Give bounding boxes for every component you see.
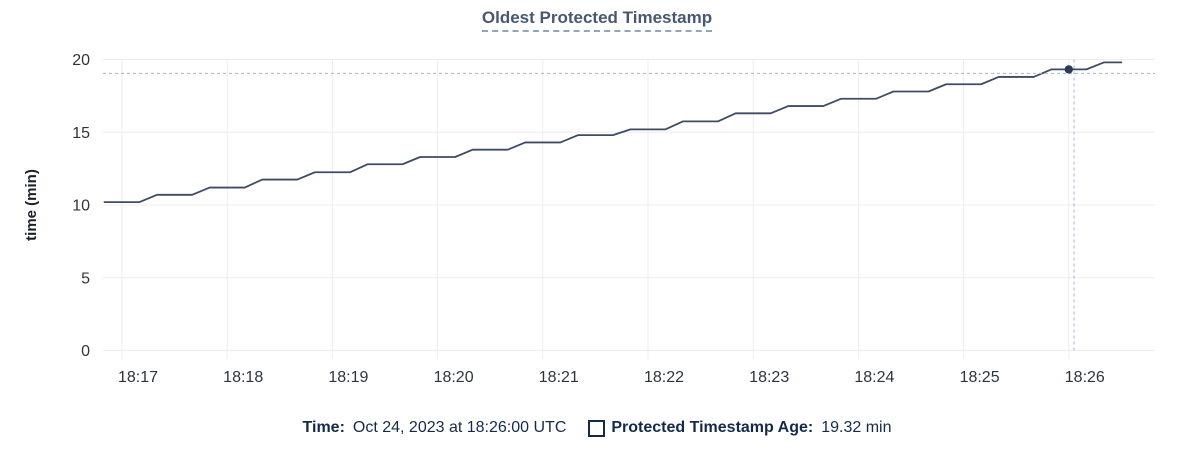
svg-text:18:21: 18:21 <box>539 369 579 386</box>
svg-text:18:20: 18:20 <box>434 369 474 386</box>
legend-time-label: Time: <box>302 419 345 436</box>
svg-text:18:22: 18:22 <box>644 369 684 386</box>
svg-text:20: 20 <box>72 52 90 69</box>
v-gridlines <box>121 59 1070 359</box>
legend-series-label: Protected Timestamp Age: <box>611 419 814 436</box>
svg-text:0: 0 <box>81 343 90 360</box>
chart-legend: Time: Oct 24, 2023 at 18:26:00 UTC Prote… <box>0 419 1194 437</box>
svg-text:18:19: 18:19 <box>328 369 368 386</box>
hover-dot <box>1064 65 1074 74</box>
legend-series-value: 19.32 min <box>821 419 892 436</box>
svg-text:18:17: 18:17 <box>118 369 158 386</box>
legend-series-item[interactable]: Protected Timestamp Age: <box>588 419 821 437</box>
svg-text:18:26: 18:26 <box>1065 369 1105 386</box>
svg-text:18:25: 18:25 <box>960 369 1000 386</box>
legend-series-checkbox[interactable] <box>588 419 606 437</box>
h-gridlines <box>103 59 1155 351</box>
svg-text:15: 15 <box>72 125 90 142</box>
chart-title[interactable]: Oldest Protected Timestamp <box>481 8 713 32</box>
series-line <box>103 61 1123 203</box>
x-tick-labels: 18:17 18:18 18:19 18:20 18:21 18:22 18:23 18:24… <box>118 369 1105 386</box>
y-tick-labels: 0 5 10 15 20 <box>72 52 90 360</box>
svg-text:5: 5 <box>81 270 90 287</box>
svg-text:18:23: 18:23 <box>749 369 789 386</box>
chart-header: Oldest Protected Timestamp <box>0 8 1194 32</box>
svg-text:10: 10 <box>72 198 90 215</box>
svg-text:18:18: 18:18 <box>223 369 263 386</box>
svg-text:18:24: 18:24 <box>854 369 894 386</box>
legend-time-value: Oct 24, 2023 at 18:26:00 UTC <box>352 419 567 436</box>
